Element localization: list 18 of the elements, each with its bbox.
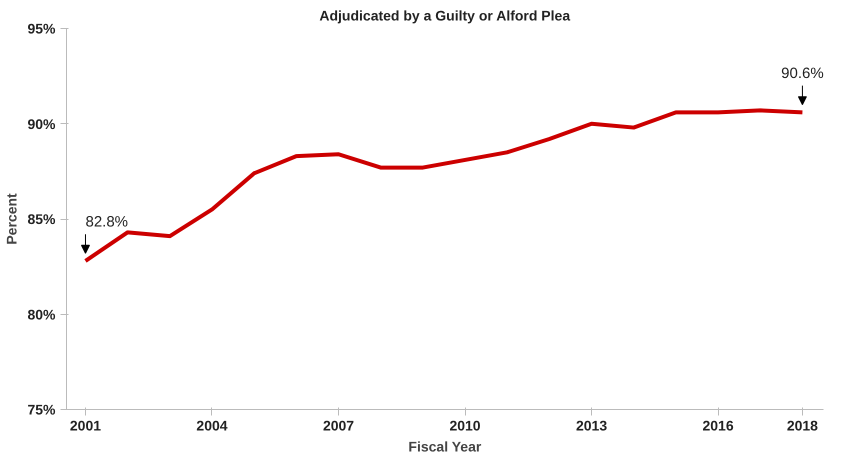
annotation: 90.6% <box>781 64 824 82</box>
line-series <box>83 108 804 263</box>
y-tick-label: 95% <box>27 20 56 36</box>
y-axis-title: Percent <box>3 192 20 245</box>
y-tick-label: 90% <box>27 116 56 132</box>
x-axis-title: Fiscal Year <box>408 438 482 454</box>
y-tick-label: 75% <box>27 402 56 418</box>
annotation: 82.8% <box>85 213 128 230</box>
x-tick-label: 2010 <box>449 418 481 434</box>
y-tick-label: 80% <box>27 306 56 322</box>
x-tick-label: 2013 <box>576 418 608 434</box>
chart-title: Adjudicated by a Guilty or Alford Plea <box>319 8 570 24</box>
x-tick-label: 2007 <box>322 418 354 434</box>
x-tick-label: 2018 <box>786 418 818 434</box>
y-tick-label: 85% <box>27 211 56 227</box>
x-tick-label: 2016 <box>702 418 734 434</box>
x-tick-label: 2004 <box>196 418 228 434</box>
x-tick-label: 2001 <box>70 418 102 434</box>
